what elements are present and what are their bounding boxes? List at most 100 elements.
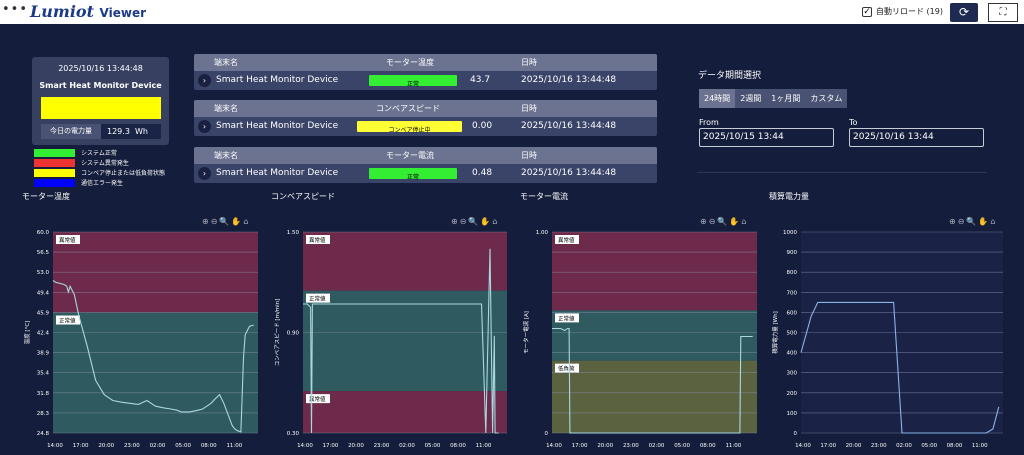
expand-chevron-icon[interactable]: › bbox=[198, 74, 211, 87]
tab-custom[interactable]: カスタム bbox=[810, 94, 843, 103]
chart-toolbar[interactable]: ⊕⊖🔍✋⌂ bbox=[700, 217, 749, 226]
band-label: 低負荷 bbox=[558, 365, 575, 373]
legend-swatch bbox=[34, 148, 75, 157]
table-header: 端末名 モーター温度 日時 bbox=[194, 54, 657, 71]
refresh-button[interactable]: ⟳ bbox=[950, 3, 978, 22]
motor-current-table: 端末名 モーター電流 日時 › Smart Heat Monitor Devic… bbox=[194, 147, 657, 183]
chart-toolbar[interactable]: ⊕⊖🔍✋⌂ bbox=[451, 217, 500, 226]
x-tick-label: 20:00 bbox=[98, 443, 114, 449]
table-header: 端末名 コンベアスピード 日時 bbox=[194, 100, 657, 117]
y-tick-label: 700 bbox=[787, 290, 798, 296]
threshold-band bbox=[303, 232, 507, 291]
table-row[interactable]: › Smart Heat Monitor Device 正常 43.7 2025… bbox=[194, 71, 657, 90]
x-tick-label: 23:00 bbox=[871, 443, 887, 449]
legend-item: システム正常 bbox=[34, 148, 165, 157]
motor-temp-table: 端末名 モーター温度 日時 › Smart Heat Monitor Devic… bbox=[194, 54, 657, 90]
chart-title-speed: コンベアスピード bbox=[271, 192, 335, 201]
band-label-bg bbox=[555, 235, 579, 244]
table-row[interactable]: › Smart Heat Monitor Device コンベア停止中 0.00… bbox=[194, 117, 657, 136]
expand-chevron-icon[interactable]: › bbox=[198, 120, 211, 133]
threshold-band bbox=[552, 360, 757, 433]
y-tick-label: 1000 bbox=[783, 230, 797, 236]
legend-swatch bbox=[34, 158, 75, 167]
x-tick-label: 02:00 bbox=[150, 443, 166, 449]
y-tick-label: 800 bbox=[787, 270, 798, 276]
x-tick-label: 11:00 bbox=[972, 443, 988, 449]
table-row[interactable]: › Smart Heat Monitor Device 正常 0.48 2025… bbox=[194, 164, 657, 183]
tab-24h[interactable]: 24時間 bbox=[699, 89, 736, 108]
legend-swatch bbox=[34, 178, 75, 187]
auto-reload-checkbox[interactable]: ✓ bbox=[862, 6, 872, 17]
x-tick-label: 17:00 bbox=[73, 443, 89, 449]
y-tick-label: 60.0 bbox=[37, 230, 50, 236]
more-icon[interactable]: ••• bbox=[2, 2, 29, 17]
y-tick-label: 56.5 bbox=[37, 250, 50, 256]
band-label-bg bbox=[555, 313, 579, 323]
band-label: 正常値 bbox=[558, 314, 575, 322]
status-badge: コンベア停止中 bbox=[357, 121, 462, 134]
x-tick-label: 23:00 bbox=[623, 443, 639, 449]
x-tick-label: 20:00 bbox=[597, 443, 613, 449]
legend-item: コンベア停止または低負荷状態 bbox=[34, 168, 165, 177]
chart-toolbar[interactable]: ⊕⊖🔍✋⌂ bbox=[202, 217, 251, 226]
x-tick-label: 05:00 bbox=[175, 443, 191, 449]
x-tick-label: 05:00 bbox=[425, 443, 441, 449]
y-tick-label: 45.9 bbox=[37, 310, 50, 316]
tab-2weeks[interactable]: 2週間 bbox=[740, 94, 762, 103]
y-axis-label: コンベアスピード [m/min] bbox=[274, 299, 281, 367]
fullscreen-button[interactable]: ⛶ bbox=[988, 3, 1018, 22]
band-label: 異常値 bbox=[309, 236, 326, 244]
expand-chevron-icon[interactable]: › bbox=[198, 167, 211, 180]
band-label: 正常値 bbox=[59, 317, 76, 325]
y-tick-label: 53.0 bbox=[37, 270, 50, 276]
band-label: 正常値 bbox=[309, 295, 326, 303]
device-status-indicator bbox=[41, 97, 161, 119]
chart-toolbar[interactable]: ⊕⊖🔍✋⌂ bbox=[949, 217, 998, 226]
to-input[interactable]: 2025/10/16 13:44 bbox=[849, 128, 984, 147]
x-tick-label: 17:00 bbox=[323, 443, 339, 449]
y-tick-label: 1.00 bbox=[536, 230, 549, 236]
band-label-bg bbox=[306, 293, 330, 303]
series-line bbox=[552, 327, 753, 434]
series-line bbox=[800, 301, 1000, 434]
x-tick-label: 14:00 bbox=[546, 443, 562, 449]
y-tick-label: 600 bbox=[787, 310, 798, 316]
x-tick-label: 17:00 bbox=[820, 443, 836, 449]
today-energy-value: 129.3 Wh bbox=[107, 127, 148, 136]
x-tick-label: 05:00 bbox=[921, 443, 937, 449]
y-tick-label: 24.8 bbox=[37, 431, 50, 437]
threshold-band bbox=[552, 232, 757, 311]
x-tick-label: 11:00 bbox=[725, 443, 741, 449]
y-tick-label: 31.8 bbox=[37, 391, 50, 397]
x-tick-label: 02:00 bbox=[399, 443, 415, 449]
y-tick-label: 300 bbox=[787, 371, 798, 377]
band-label-bg bbox=[306, 394, 330, 404]
status-badge: 正常 bbox=[369, 75, 457, 88]
x-tick-label: 14:00 bbox=[47, 443, 63, 449]
y-tick-label: 200 bbox=[787, 391, 798, 397]
band-label: 異常値 bbox=[59, 236, 76, 244]
chart-title-current: モーター電流 bbox=[520, 192, 568, 201]
device-status-card[interactable]: 2025/10/16 13:44:48 Smart Heat Monitor D… bbox=[32, 57, 169, 145]
x-tick-label: 20:00 bbox=[348, 443, 364, 449]
x-tick-label: 11:00 bbox=[226, 443, 242, 449]
from-input[interactable]: 2025/10/15 13:44 bbox=[699, 128, 834, 147]
y-tick-label: 400 bbox=[787, 351, 798, 357]
y-tick-label: 28.3 bbox=[37, 411, 50, 417]
today-energy-label: 今日の電力量 bbox=[41, 124, 101, 139]
y-tick-label: 1.50 bbox=[287, 230, 300, 236]
legend-swatch bbox=[34, 168, 75, 177]
x-tick-label: 08:00 bbox=[450, 443, 466, 449]
tab-1month[interactable]: 1ヶ月間 bbox=[771, 94, 801, 103]
conveyor-speed-table: 端末名 コンベアスピード 日時 › Smart Heat Monitor Dev… bbox=[194, 100, 657, 136]
threshold-band bbox=[303, 391, 507, 433]
x-tick-label: 17:00 bbox=[572, 443, 588, 449]
threshold-band bbox=[552, 310, 757, 361]
to-label: To bbox=[849, 118, 858, 127]
band-label-bg bbox=[555, 363, 579, 373]
chart-title-energy: 積算電力量 bbox=[769, 192, 809, 201]
period-title: データ期間選択 bbox=[698, 71, 762, 81]
auto-reload-toggle[interactable]: ✓ 自動リロード (19) bbox=[862, 6, 943, 17]
y-tick-label: 0 bbox=[794, 431, 798, 437]
series-line bbox=[52, 280, 254, 433]
